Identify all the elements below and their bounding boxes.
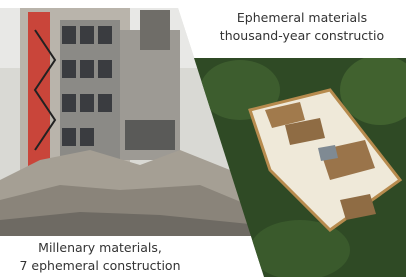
page: Ephemeral materials thousand-year constr…: [0, 0, 406, 277]
caption-right-line1: Ephemeral materials: [237, 10, 367, 25]
caption-left-line1: Millenary materials,: [38, 240, 162, 255]
slide: Ephemeral materials thousand-year constr…: [0, 0, 406, 277]
caption-left-line2: 7 ephemeral construction: [19, 258, 180, 273]
caption-right-line2: thousand-year constructio: [220, 28, 384, 43]
